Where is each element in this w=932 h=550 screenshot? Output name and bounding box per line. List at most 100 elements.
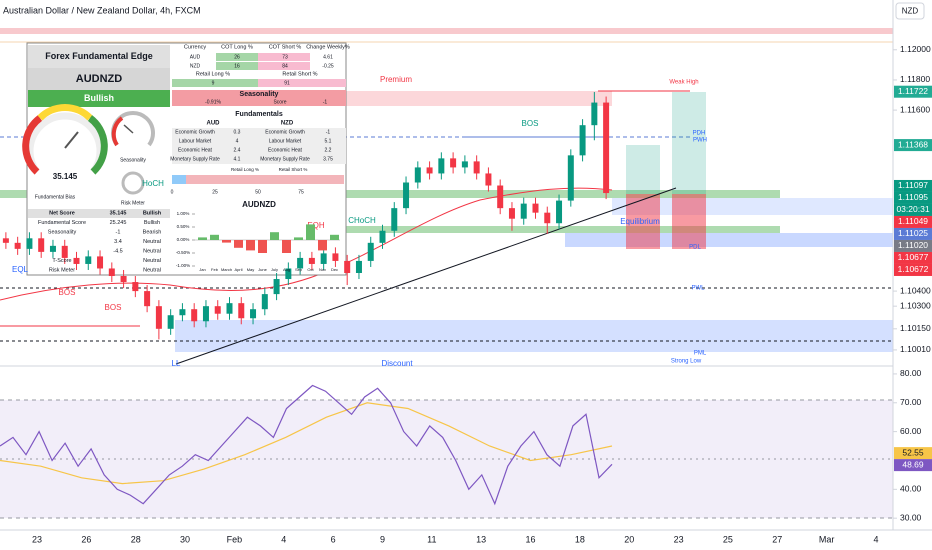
price-label-box	[894, 227, 932, 240]
candle-body	[497, 185, 504, 209]
annotation: BOS	[105, 303, 122, 312]
x-tick-label: 23	[674, 534, 684, 544]
panel-text: Net Score	[49, 210, 75, 216]
price-label: 1.10677	[898, 252, 929, 262]
candle-body	[391, 208, 398, 231]
candle-body	[155, 306, 162, 329]
annotation: Strong Low	[671, 359, 702, 365]
panel-text: Labour Market	[179, 138, 212, 144]
mini-bar	[306, 224, 315, 240]
candle-body	[344, 260, 351, 273]
panel-text: 9	[212, 80, 215, 86]
rsi-tick-label: 30.00	[900, 512, 922, 522]
candle-body	[438, 158, 445, 174]
panel-text: 2.4	[234, 147, 241, 153]
panel-text: Bullish	[144, 220, 160, 226]
cell	[216, 62, 258, 70]
panel-text: Fundamentals	[235, 111, 283, 118]
annotation: Premium	[380, 75, 412, 84]
panel-text: May	[247, 267, 255, 272]
panel-text: Risk Meter	[49, 267, 75, 273]
candle-body	[426, 167, 433, 174]
panel-text: 4.61	[323, 54, 333, 60]
panel-text: -1.00%	[176, 263, 190, 268]
y-tick-label: 1.11600	[900, 104, 930, 114]
price-label: 1.11020	[898, 240, 928, 250]
panel-text: April	[234, 267, 242, 272]
currency-button[interactable]	[895, 2, 925, 20]
candle-body	[520, 203, 527, 219]
mini-bar	[198, 237, 207, 240]
candle-body	[250, 309, 257, 319]
panel-text: Economic Growth	[175, 129, 215, 135]
panel-text: 0.3	[234, 129, 241, 135]
x-tick-label: 4	[873, 534, 878, 544]
candle-body	[132, 282, 139, 292]
panel-text: Forex Fundamental Edge	[45, 51, 153, 61]
panel-text: Monetary Supply Rate	[260, 156, 310, 162]
candle-body	[238, 303, 245, 319]
panel-text: 1.00%	[177, 211, 190, 216]
mini-bar	[318, 240, 327, 251]
panel-text: 75	[298, 189, 304, 195]
annotation: Equilibrium	[620, 217, 660, 226]
mini-bar	[246, 240, 255, 251]
panel-text: July	[271, 267, 278, 272]
rsi-label: 52.55	[902, 447, 924, 457]
panel-text: 4	[236, 138, 239, 144]
candle-body	[191, 309, 198, 322]
annotation: EQL	[12, 265, 29, 274]
candle-body	[214, 306, 221, 314]
candle-body	[473, 161, 480, 174]
panel-text: Sep	[295, 267, 303, 272]
panel-text: 4.1	[234, 156, 241, 162]
panel-text: -1	[326, 129, 331, 135]
price-label: 1.11095	[898, 192, 928, 202]
rsi-label-box	[894, 447, 932, 460]
panel-text: Bullish	[84, 93, 114, 103]
price-label-box	[894, 263, 932, 276]
mini-bar	[258, 240, 267, 253]
panel-text: -0.25	[322, 63, 334, 69]
panel-text: June	[258, 267, 267, 272]
rsi-tick-label: 80.00	[900, 368, 922, 378]
x-tick-label: 26	[81, 534, 91, 544]
annotation: Discount	[381, 359, 413, 368]
zone	[0, 190, 780, 198]
annotation: BOS	[522, 119, 539, 128]
panel-text: Change Weekly%	[306, 44, 350, 50]
candle-body	[603, 102, 610, 194]
currency[interactable]: NZD	[902, 7, 919, 16]
panel-text: Neutral	[143, 258, 161, 264]
panel-text: Seasonality	[48, 229, 77, 235]
panel-text: Neutral	[143, 248, 161, 254]
mini-bar	[282, 240, 291, 253]
panel-text: Neutral	[143, 239, 161, 245]
cell	[258, 62, 310, 70]
candle-body	[379, 230, 386, 243]
cell	[258, 53, 310, 61]
cell	[258, 79, 346, 87]
candle-body	[403, 182, 410, 209]
panel-text: Economic Heat	[178, 147, 213, 153]
annotation: HoCH	[142, 179, 164, 188]
zone	[230, 226, 780, 233]
mini-bar	[294, 237, 303, 240]
panel-text: Dec	[331, 267, 338, 272]
candle-body	[38, 238, 45, 252]
panel-header	[28, 68, 170, 90]
candle-body	[579, 125, 586, 156]
gauge	[26, 112, 104, 175]
panel-text: Feb	[211, 267, 219, 272]
mini-bar	[222, 240, 231, 243]
annotation: PWL	[691, 286, 705, 292]
candle-body	[2, 238, 9, 243]
price-label: 1.10672	[898, 264, 929, 274]
panel-text: Neutral	[143, 267, 161, 273]
candle-body	[308, 257, 315, 264]
score-header	[28, 209, 170, 218]
x-tick-label: 30	[180, 534, 190, 544]
x-tick-label: 18	[575, 534, 585, 544]
panel-text: Monetary Supply Rate	[170, 156, 220, 162]
